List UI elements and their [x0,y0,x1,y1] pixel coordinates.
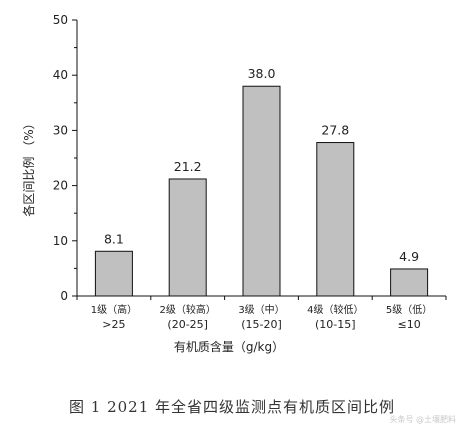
x-category-label: 2级（较高） [160,303,216,316]
data-label: 21.2 [174,159,202,174]
bar [390,268,429,297]
x-category-label: 1级（高） [91,303,137,316]
data-label: 8.1 [104,231,124,246]
x-category-label: 4级（较低） [307,303,363,316]
x-range-label: (20-25] [167,318,208,331]
x-category-label: 5级（低） [386,303,432,316]
data-label: 27.8 [321,123,349,138]
x-range-label: >25 [102,318,125,331]
data-label: 38.0 [248,66,276,81]
x-range-label: (15-20] [241,318,282,331]
y-axis-title: 各区间比例 （%） [21,117,36,216]
y-axis: 0 10 20 30 40 50 [53,13,78,303]
x-category-label: 3级（中） [238,303,284,316]
bar [94,250,133,297]
bar-chart: 0 10 20 30 40 50 1级（高） >25 2级（较高） (20-25] 3级（中） (1… [21,13,447,354]
bar [242,85,281,297]
y-tick-label: 40 [53,68,68,82]
watermark: 头条号 @土壤肥料 [389,415,456,424]
y-tick-label: 30 [53,123,68,137]
bars: 8.1 21.2 38.0 27.8 4.9 [94,66,429,297]
x-axis: 1级（高） >25 2级（较高） (20-25] 3级（中） (15-20] 4级（较低） (… [76,295,447,331]
data-label: 4.9 [399,249,419,264]
y-tick-label: 20 [53,179,68,193]
y-tick-label: 10 [53,234,68,248]
x-range-label: ≤10 [397,318,420,331]
bar [168,178,207,297]
figure-caption: 图 1 2021 年全省四级监测点有机质区间比例 [68,398,396,416]
y-tick-label: 0 [60,289,68,303]
y-tick-label: 50 [53,13,68,27]
x-range-label: (10-15] [315,318,356,331]
bar [316,142,355,297]
x-axis-title: 有机质含量（g/kg） [174,339,284,354]
